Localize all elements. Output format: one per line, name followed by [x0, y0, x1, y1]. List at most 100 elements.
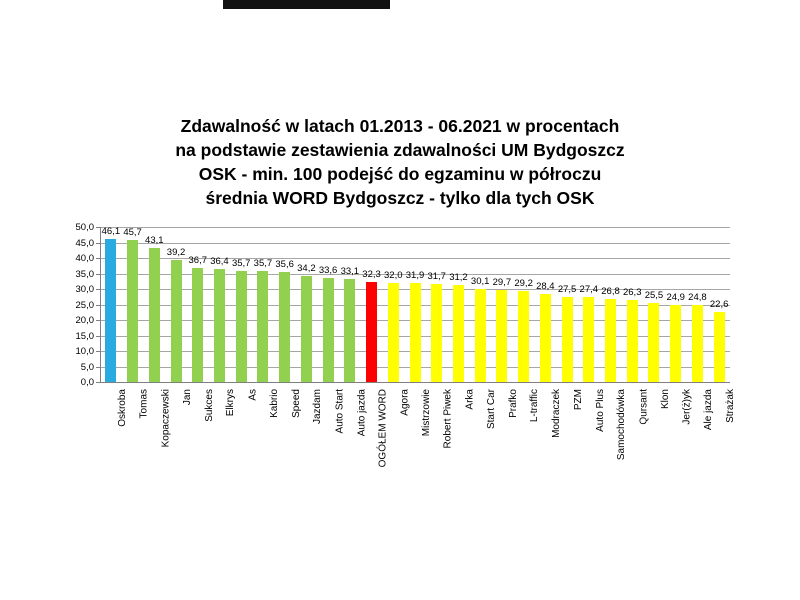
gridline: [100, 227, 730, 228]
y-axis-tick: [96, 273, 100, 275]
bar-value-label: 36,4: [210, 256, 229, 268]
gridline: [100, 258, 730, 259]
y-axis-line: [100, 227, 101, 382]
category-label: Arka: [464, 389, 476, 410]
category-label: Kopaczewski: [160, 389, 172, 448]
category-label: Oskroba: [116, 389, 128, 427]
y-axis-label: 20,0: [75, 315, 95, 326]
category-label: Auto Plus: [594, 389, 606, 432]
category-label: As: [247, 389, 259, 401]
bar-jer-ż-yk: [670, 304, 682, 382]
category-label: Auto jazda: [355, 389, 367, 437]
bar-oskroba: [105, 239, 117, 382]
bar-value-label: 29,2: [514, 278, 533, 290]
category-label: L-traffic: [529, 389, 541, 423]
chart-title-line-4: średnia WORD Bydgoszcz - tylko dla tych …: [205, 188, 595, 208]
bar-value-label: 27,5: [557, 283, 577, 295]
bar-sukces: [192, 268, 204, 382]
y-axis-tick: [96, 335, 100, 337]
y-axis-label: 35,0: [75, 268, 95, 280]
bar-qursant: [626, 300, 638, 382]
y-axis-tick: [96, 258, 100, 259]
bar-prafko: [496, 289, 508, 382]
bar-value-label: 31,2: [449, 272, 468, 284]
bar-arka: [452, 285, 464, 382]
category-label: Ale jazda: [703, 389, 715, 431]
redaction-bar: [223, 0, 390, 9]
chart-title-line-1: Zdawalność w latach 01.2013 - 06.2021 w …: [180, 116, 620, 136]
bar-as: [235, 271, 247, 382]
bar-start-car: [474, 288, 486, 382]
y-axis-label: 30,0: [75, 284, 95, 295]
bar-value-label: 26,8: [601, 285, 620, 297]
y-axis-label: 15,0: [75, 330, 95, 342]
bar-kopaczewski: [148, 248, 160, 382]
category-label: Jan: [182, 389, 194, 406]
bar-value-label: 31,9: [405, 270, 425, 282]
bar-value-label: 35,6: [275, 258, 294, 270]
bar-value-label: 34,2: [297, 262, 316, 274]
bar-value-label: 24,8: [688, 292, 707, 304]
bar-klon: [648, 302, 660, 382]
y-axis-label: 40,0: [75, 253, 95, 264]
y-axis-label: 45,0: [75, 237, 95, 249]
bar-jazdam: [300, 275, 312, 382]
chart-title-line-2: na podstawie zestawienia zdawalności UM …: [175, 140, 625, 160]
y-axis-tick: [96, 320, 100, 321]
bar-jan: [170, 260, 182, 382]
y-axis-tick: [96, 227, 100, 228]
bar-value-label: 27,4: [579, 284, 599, 296]
bar-value-label: 25,5: [644, 289, 664, 301]
bar-auto-start: [322, 277, 334, 382]
bar-auto-jazda: [344, 279, 356, 382]
bar-l-traffic: [518, 291, 530, 382]
bar-value-label: 22,6: [709, 298, 729, 310]
category-label: Jer(ż)yk: [681, 389, 693, 425]
bar-value-label: 31,7: [427, 270, 446, 282]
category-label: Modraczek: [551, 389, 563, 438]
y-axis-label: 25,0: [75, 299, 95, 311]
category-label: Start Car: [486, 389, 498, 430]
bar-agora: [387, 282, 399, 382]
bar-value-label: 33,6: [318, 264, 338, 276]
bar-value-label: 36,7: [188, 255, 208, 267]
bar-value-label: 29,7: [492, 276, 512, 288]
category-label: Kabrio: [268, 389, 280, 418]
y-axis-tick: [96, 289, 100, 290]
y-axis-tick: [96, 242, 100, 244]
bar-strażak: [713, 311, 725, 382]
y-axis-tick: [96, 366, 100, 368]
bar-value-label: 30,1: [470, 275, 490, 287]
bar-value-label: 32,0: [384, 269, 403, 281]
y-axis-label: 0,0: [80, 377, 94, 388]
bar-value-label: 33,1: [340, 266, 360, 278]
gridline: [100, 273, 730, 275]
bar-value-label: 43,1: [145, 235, 164, 247]
category-label: Prafko: [507, 389, 519, 418]
bar-value-label: 39,2: [166, 247, 186, 259]
bar-value-label: 24,9: [666, 291, 685, 303]
category-label: Agora: [399, 389, 411, 416]
category-label: Elkrys: [225, 389, 237, 417]
bar-kabrio: [257, 271, 269, 382]
bar-robert-piwek: [431, 283, 443, 382]
category-label: Qursant: [638, 389, 650, 425]
bar-value-label: 28,4: [536, 280, 555, 292]
category-label: Jazdam: [312, 389, 324, 425]
bar-speed: [279, 271, 291, 382]
chart-title: Zdawalność w latach 01.2013 - 06.2021 w …: [0, 114, 800, 210]
bar-elkrys: [213, 269, 225, 382]
x-axis-line: [96, 382, 730, 383]
category-label: Tomas: [138, 389, 150, 419]
bar-ogółem-word: [366, 281, 378, 382]
bar-value-label: 35,7: [231, 258, 251, 270]
gridline: [100, 242, 730, 244]
bar-ale-jazda: [691, 305, 703, 382]
category-label: Strażak: [725, 389, 737, 423]
chart-title-line-3: OSK - min. 100 podejść do egzaminu w pół…: [198, 164, 602, 184]
bar-mistrzowie: [409, 283, 421, 382]
bar-tomas: [127, 240, 139, 382]
bar-samochodówka: [605, 298, 617, 382]
category-label: Auto Start: [334, 389, 346, 434]
y-axis-label: 10,0: [75, 346, 95, 357]
